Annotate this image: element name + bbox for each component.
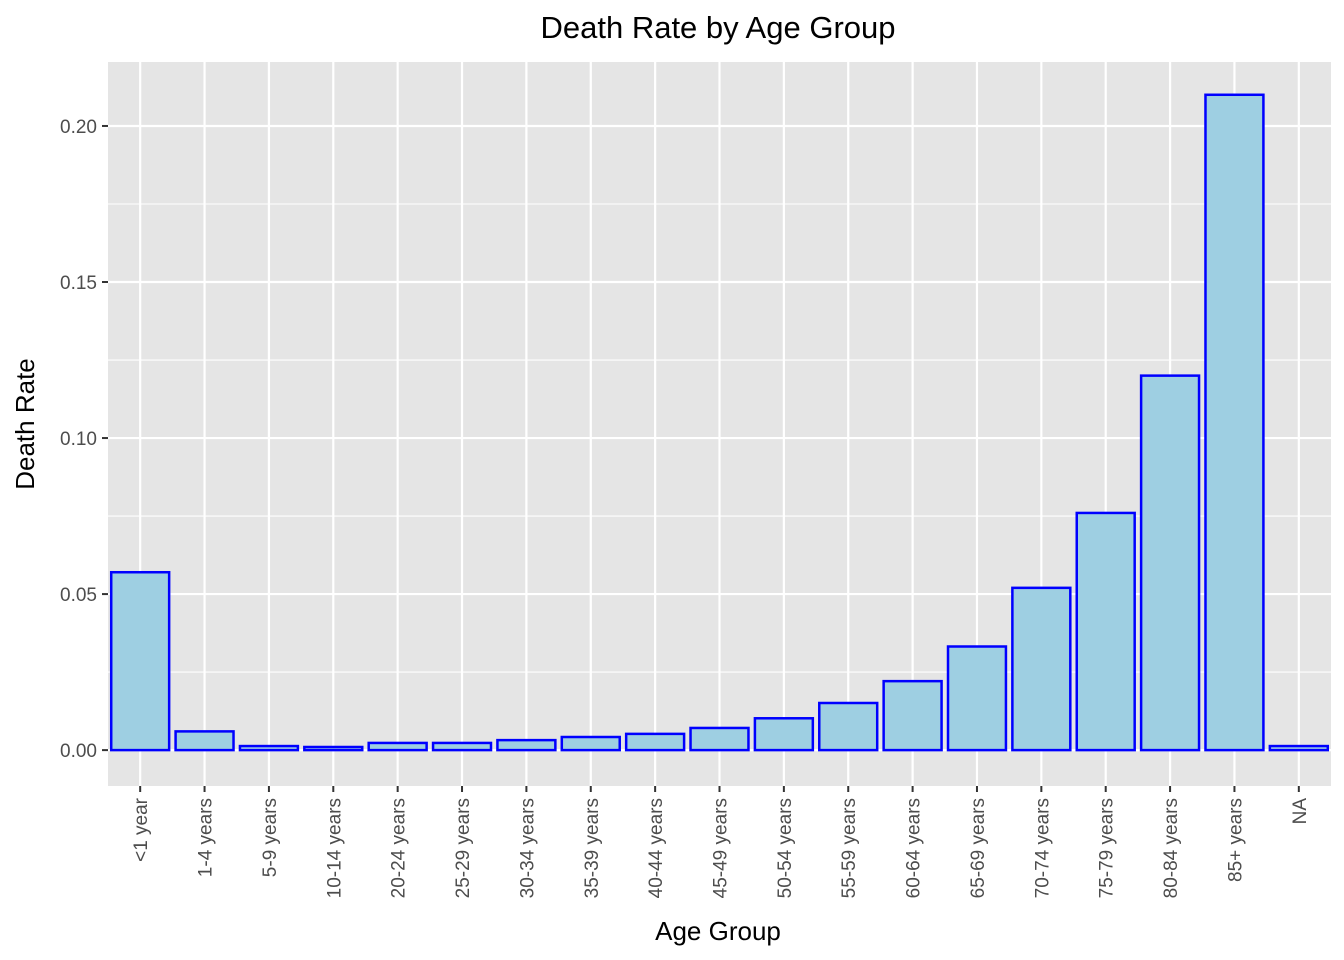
chart-title: Death Rate by Age Group: [540, 10, 895, 45]
x-tick-label: 5-9 years: [260, 798, 281, 877]
x-tick-label: 45-49 years: [711, 798, 732, 898]
y-tick-label: 0.15: [60, 273, 97, 294]
y-tick-label: 0.05: [60, 585, 97, 606]
bar: [431, 741, 493, 752]
bar: [303, 745, 364, 752]
bar: [946, 645, 1008, 752]
bar: [496, 738, 557, 752]
x-axis-title: Age Group: [655, 916, 781, 946]
x-tick-label: 10-14 years: [324, 798, 345, 898]
bar: [882, 679, 943, 752]
bar: [367, 741, 428, 752]
bar: [238, 744, 300, 752]
bar: [1011, 586, 1072, 752]
bar: [1204, 93, 1265, 752]
bar: [1139, 374, 1201, 752]
y-axis-title: Death Rate: [10, 358, 40, 490]
x-tick-label: 50-54 years: [775, 798, 796, 898]
bar: [624, 732, 686, 752]
y-tick-label: 0.20: [60, 117, 97, 138]
x-tick-label: NA: [1290, 798, 1311, 825]
x-tick-label: 75-79 years: [1097, 798, 1118, 898]
x-axis: <1 year 1-4 years 5-9 years 10-14 years 20-2…: [131, 786, 1311, 898]
x-tick-label: 25-29 years: [453, 798, 474, 898]
x-tick-label: 85+ years: [1225, 798, 1246, 882]
y-axis: 0.00 0.05 0.10 0.15 0.20: [60, 117, 108, 762]
x-tick-label: 70-74 years: [1032, 798, 1053, 898]
bar: [174, 730, 235, 752]
bar: [753, 717, 815, 752]
bars: [109, 93, 1330, 752]
y-tick-label: 0.00: [60, 741, 97, 762]
x-tick-label: 35-39 years: [582, 798, 603, 898]
bar: [689, 726, 750, 752]
bar: [1075, 511, 1136, 752]
x-tick-label: 60-64 years: [904, 798, 925, 898]
x-tick-label: 40-44 years: [646, 798, 667, 898]
x-tick-label: 1-4 years: [196, 798, 217, 877]
bar: [109, 570, 171, 752]
x-tick-label: 80-84 years: [1161, 798, 1182, 898]
x-tick-label: 20-24 years: [389, 798, 410, 898]
bar: [818, 701, 879, 752]
bar: [560, 735, 621, 752]
y-tick-label: 0.10: [60, 429, 97, 450]
x-tick-label: <1 year: [131, 797, 152, 862]
x-tick-label: 65-69 years: [968, 798, 989, 898]
x-tick-label: 30-34 years: [517, 798, 538, 898]
x-tick-label: 55-59 years: [839, 798, 860, 898]
bar: [1268, 744, 1330, 752]
